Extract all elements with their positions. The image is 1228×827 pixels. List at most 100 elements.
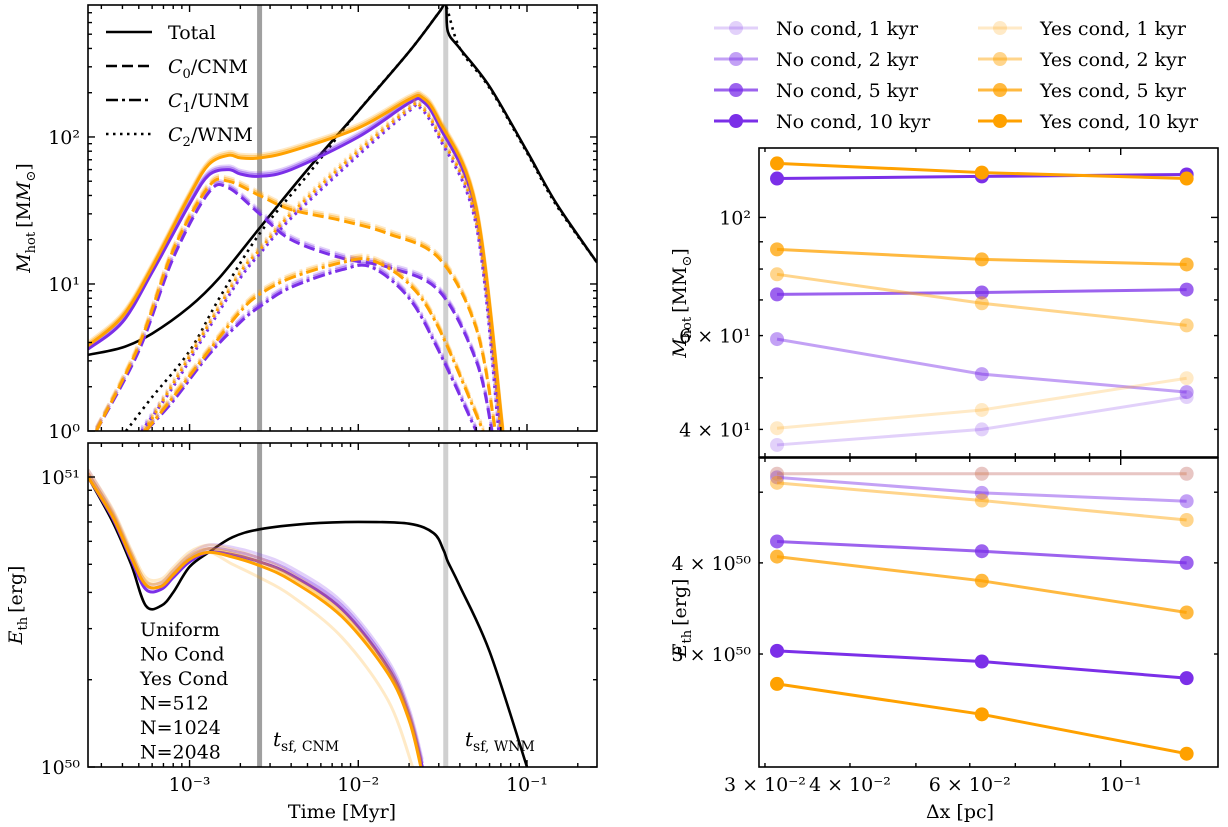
no-cond-n-2048-total-n-512-line bbox=[88, 93, 503, 428]
data-point bbox=[770, 534, 785, 549]
yes-cond-n-2048-c2-wnm-line bbox=[143, 100, 503, 431]
data-point bbox=[974, 485, 989, 500]
legend-marker bbox=[993, 52, 1007, 66]
data-point bbox=[974, 654, 989, 669]
data-point bbox=[974, 466, 989, 481]
yes-cond-n-2048-line bbox=[88, 476, 423, 767]
eth-dx-panel: 3 × 10⁻² 4 × 10⁻² 6 × 10⁻² 10⁻¹ 3 × 10⁵⁰ 4 × … bbox=[669, 457, 1219, 823]
uniform-line bbox=[88, 476, 529, 767]
data-point bbox=[770, 171, 785, 186]
legend-label: No cond, 2 kyr bbox=[776, 49, 919, 71]
x-tick-label: 10⁻¹ bbox=[506, 774, 548, 796]
data-point bbox=[1179, 512, 1194, 527]
data-point bbox=[770, 549, 785, 564]
x-tick-label: 6 × 10⁻² bbox=[929, 774, 1011, 796]
no-cond-1-kyr-line bbox=[776, 395, 1187, 447]
resolution-age-legend: No cond, 1 kyr No cond, 2 kyr No cond, 5 k… bbox=[714, 18, 1199, 133]
data-point bbox=[974, 285, 989, 300]
y-tick-label: 10⁵¹ bbox=[41, 467, 80, 489]
data-point bbox=[770, 466, 785, 481]
eth-dx-frame bbox=[758, 457, 1219, 768]
x-tick-label: 10⁻³ bbox=[169, 774, 211, 796]
data-point bbox=[1179, 555, 1194, 570]
y-tick-label: 6 × 10¹ bbox=[679, 326, 751, 348]
yes-cond-n-2048-c0-cnm-line bbox=[94, 177, 497, 431]
data-point bbox=[974, 422, 989, 437]
mhot-dx-frame bbox=[758, 147, 1219, 458]
data-point bbox=[1179, 671, 1194, 686]
mhot-dx-ylabel: Mhot[MM⊙] bbox=[669, 248, 695, 359]
no-cond-n-2048-c2-wnm-line bbox=[140, 102, 501, 431]
yes-cond-n-2048-total-line bbox=[88, 93, 505, 431]
yes-cond-2-kyr-line bbox=[776, 481, 1187, 522]
data-point bbox=[770, 470, 785, 485]
data-point bbox=[1179, 494, 1194, 509]
data-point bbox=[974, 367, 989, 382]
line-style-legend: Total C0/CNM C1/UNM C2/WNM bbox=[106, 22, 253, 150]
yes-cond-n-2048-n-512-line bbox=[88, 468, 423, 761]
no-cond-n-2048-n-512-line bbox=[88, 468, 424, 761]
t-sf-cnm-label: tsf, CNM bbox=[273, 727, 339, 755]
dx-xlabel: Δx [pc] bbox=[926, 801, 994, 823]
data-point bbox=[1179, 371, 1194, 386]
y-tick-label: 3 × 10⁵⁰ bbox=[672, 644, 752, 666]
legend-label: Yes cond, 5 kyr bbox=[1039, 80, 1187, 102]
x-tick-label: 10⁻¹ bbox=[1100, 774, 1142, 796]
text-legend-res2048: N=2048 bbox=[140, 742, 221, 764]
y-tick-label: 4 × 10⁵⁰ bbox=[672, 553, 752, 575]
legend-marker bbox=[993, 83, 1007, 97]
y-tick-label: 10⁵⁰ bbox=[41, 757, 81, 779]
legend-label: Yes cond, 1 kyr bbox=[1039, 18, 1187, 40]
yes-cond-n-2048-n-1024-line bbox=[88, 472, 423, 764]
legend-label: Total bbox=[168, 22, 216, 44]
data-point bbox=[770, 287, 785, 302]
no-cond-n-2048-n-1024-line bbox=[88, 472, 424, 764]
x-tick-label: 10⁻² bbox=[337, 774, 379, 796]
data-point bbox=[974, 573, 989, 588]
mhot-ylabel: Mhot[MM⊙] bbox=[13, 163, 39, 274]
data-point bbox=[1179, 385, 1194, 400]
data-point bbox=[770, 421, 785, 436]
no-cond-n-2048-c0-cnm-line bbox=[94, 182, 494, 431]
yes-cond-1-kyr-line bbox=[776, 376, 1187, 430]
data-point bbox=[1179, 318, 1194, 333]
uniform-c2-wnm-line bbox=[124, 5, 597, 431]
text-legend-res1024: N=1024 bbox=[140, 717, 221, 739]
data-point bbox=[974, 466, 989, 481]
data-point bbox=[974, 402, 989, 417]
data-point bbox=[770, 437, 785, 452]
data-point bbox=[770, 242, 785, 257]
legend-marker bbox=[993, 114, 1007, 128]
legend-label: Yes cond, 10 kyr bbox=[1039, 111, 1199, 133]
y-tick-label: 10² bbox=[719, 207, 751, 229]
data-point bbox=[770, 466, 785, 481]
eth-ylabel: Eth[erg] bbox=[5, 566, 31, 646]
data-point bbox=[770, 475, 785, 490]
yes-cond-n-2048-c1-unm-line bbox=[144, 257, 485, 431]
data-point bbox=[974, 544, 989, 559]
data-point bbox=[1179, 282, 1194, 297]
text-legend-res512: N=512 bbox=[140, 693, 209, 715]
data-point bbox=[1179, 390, 1194, 405]
mhot-dx-panel: 4 × 10¹ 6 × 10¹ 10² Mhot[MM⊙] bbox=[669, 147, 1219, 458]
yes-cond-n-2048-c1-unm-n-512-line bbox=[144, 253, 485, 429]
legend-label: C2/WNM bbox=[168, 124, 253, 150]
data-point bbox=[770, 676, 785, 691]
data-point bbox=[974, 296, 989, 311]
x-tick-label: 3 × 10⁻² bbox=[724, 774, 806, 796]
legend-marker bbox=[729, 83, 743, 97]
legend-label: C0/CNM bbox=[168, 56, 248, 82]
legend-label: Yes cond, 2 kyr bbox=[1039, 49, 1187, 71]
legend-marker bbox=[729, 52, 743, 66]
yes-cond-n-512-line bbox=[88, 476, 415, 767]
data-point bbox=[770, 156, 785, 171]
y-tick-label: 4 × 10¹ bbox=[679, 419, 751, 441]
yes-cond-n-2048-c2-wnm-n-512-line bbox=[143, 97, 503, 429]
eth-dx-ylabel: Eth[erg] bbox=[669, 579, 695, 659]
data-point bbox=[1179, 466, 1194, 481]
data-point bbox=[770, 267, 785, 282]
data-point bbox=[1179, 466, 1194, 481]
yes-cond-2-kyr-line bbox=[776, 272, 1187, 327]
y-tick-label: 10² bbox=[48, 127, 80, 149]
